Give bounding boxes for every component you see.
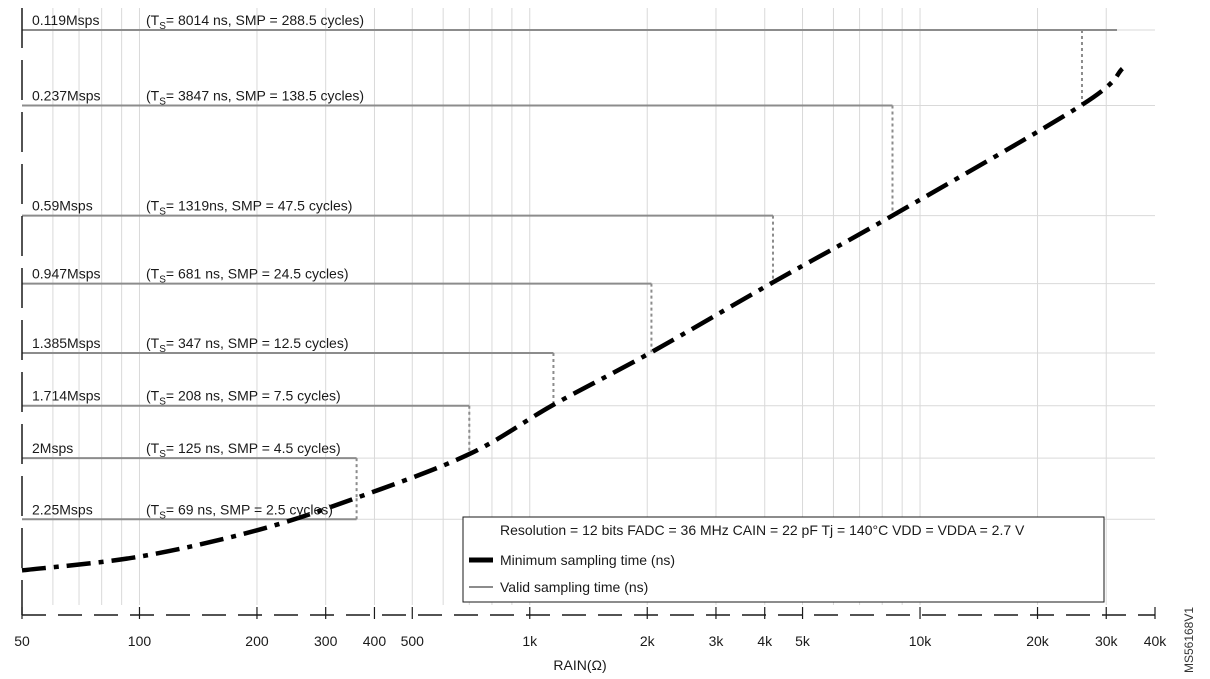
grid <box>22 8 1155 605</box>
plot-frame <box>21 8 1155 616</box>
x-tick-label: 3k <box>709 633 725 649</box>
x-axis-title: RAIN(Ω) <box>553 657 606 673</box>
rate-label: 0.947Msps <box>32 266 100 282</box>
figure-id: MS56168V1 <box>1182 607 1196 673</box>
x-tick-label: 1k <box>522 633 538 649</box>
legend-box <box>462 516 1105 603</box>
legend-header: Resolution = 12 bits FADC = 36 MHz CAIN … <box>500 522 1025 538</box>
rate-label: 0.59Msps <box>32 198 93 214</box>
ts-label: (TS= 125 ns, SMP = 4.5 cycles) <box>146 440 341 460</box>
ts-label: (TS= 3847 ns, SMP = 138.5 cycles) <box>146 87 364 107</box>
x-tick-label: 10k <box>909 633 933 649</box>
x-tick-label: 500 <box>401 633 425 649</box>
minimum-sampling-curve <box>21 67 1125 573</box>
rate-label: 0.237Msps <box>32 87 100 103</box>
x-tick-label: 30k <box>1095 633 1119 649</box>
x-axis-ticks: 50 100 200 300 400 500 1k 2k 3k 4k 5k 10k 20k 30k 40k <box>14 607 1167 649</box>
x-tick-label: 5k <box>795 633 811 649</box>
rate-label: 1.385Msps <box>32 335 100 351</box>
rate-label: 2Msps <box>32 440 73 456</box>
ts-label: (TS= 8014 ns, SMP = 288.5 cycles) <box>146 12 364 32</box>
legend-entry-minimum: Minimum sampling time (ns) <box>500 552 675 568</box>
rate-label: 0.119Msps <box>32 12 99 28</box>
x-tick-label: 100 <box>128 633 152 649</box>
x-tick-label: 20k <box>1026 633 1050 649</box>
ts-label: (TS= 208 ns, SMP = 7.5 cycles) <box>146 388 341 408</box>
legend: Resolution = 12 bits FADC = 36 MHz CAIN … <box>462 516 1105 603</box>
x-tick-label: 200 <box>245 633 269 649</box>
x-tick-label: 40k <box>1144 633 1168 649</box>
level-labels: 0.119Msps (TS= 8014 ns, SMP = 288.5 cycle… <box>32 12 364 521</box>
x-tick-label: 4k <box>757 633 773 649</box>
ts-label: (TS= 1319ns, SMP = 47.5 cycles) <box>146 198 352 218</box>
legend-entry-valid: Valid sampling time (ns) <box>500 579 648 595</box>
x-tick-label: 50 <box>14 633 30 649</box>
x-tick-label: 2k <box>640 633 656 649</box>
ts-label: (TS= 69 ns, SMP = 2.5 cycles) <box>146 501 333 521</box>
x-tick-label: 400 <box>363 633 387 649</box>
ts-label: (TS= 347 ns, SMP = 12.5 cycles) <box>146 335 349 355</box>
x-tick-label: 300 <box>314 633 338 649</box>
rate-label: 1.714Msps <box>32 388 100 404</box>
rate-label: 2.25Msps <box>32 501 93 517</box>
level-connectors <box>355 29 1083 520</box>
ts-label: (TS= 681 ns, SMP = 24.5 cycles) <box>146 266 349 286</box>
